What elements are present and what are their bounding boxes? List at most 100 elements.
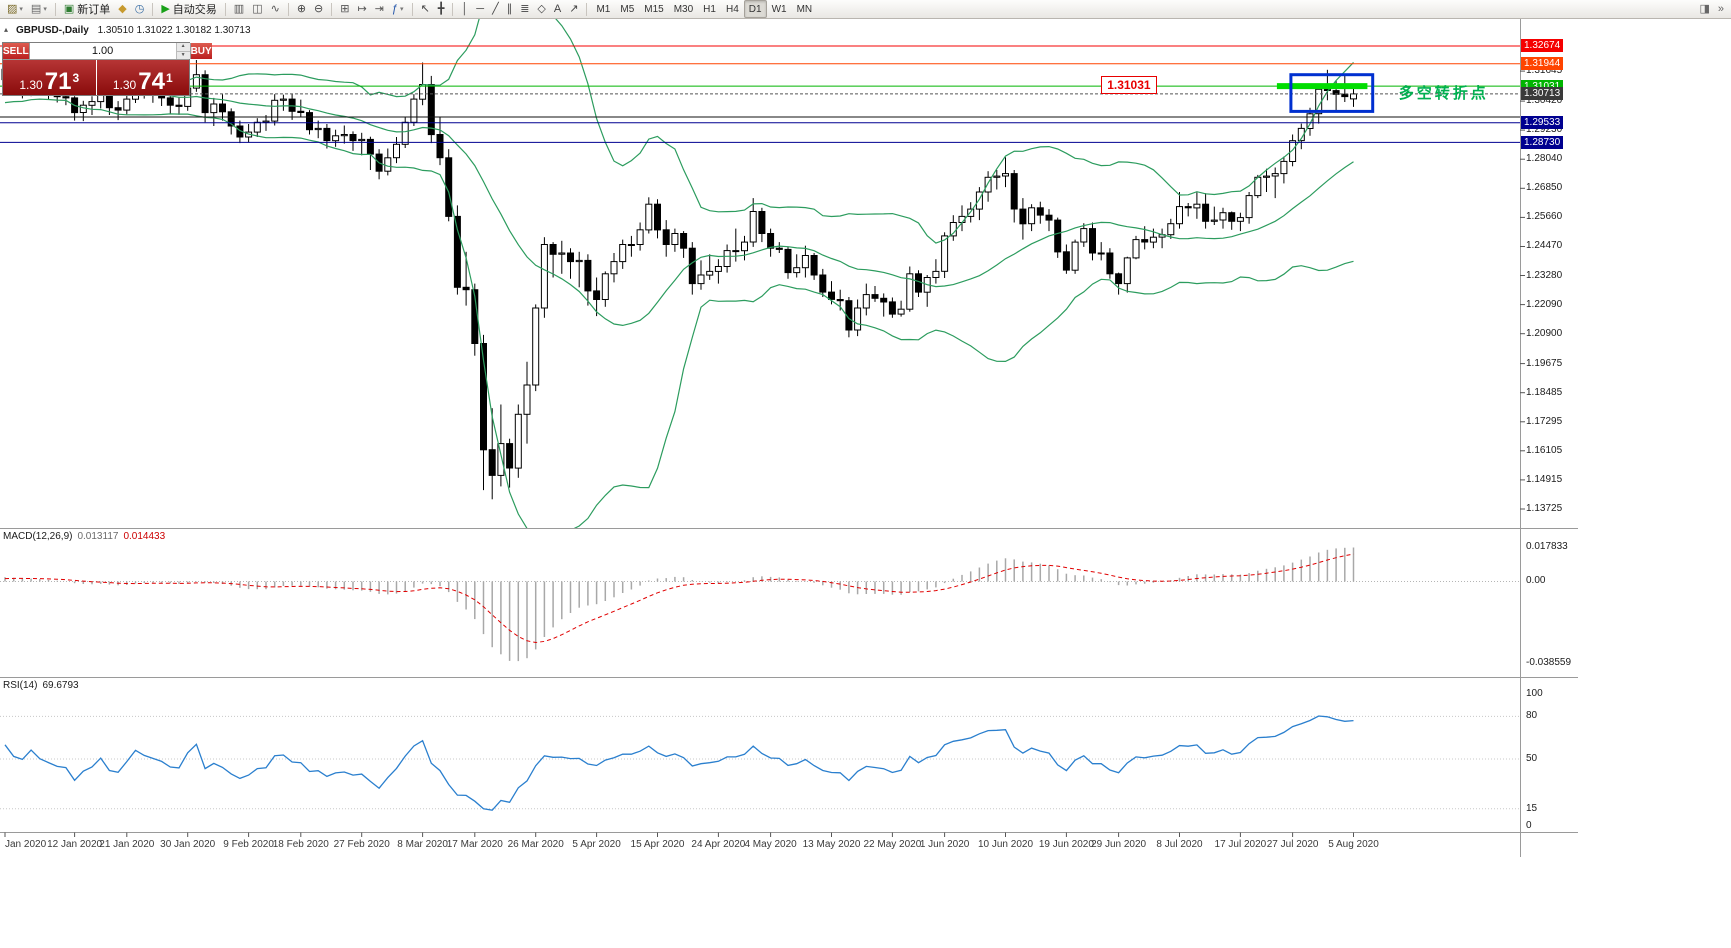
chart-shift-icon: ⇥	[374, 2, 384, 15]
new-order-button[interactable]: ▣ 新订单	[60, 0, 114, 18]
indicators-button[interactable]: ƒ ▾	[388, 0, 408, 18]
timeframe-m1-button[interactable]: M1	[596, 3, 611, 15]
text-tool-button[interactable]: A	[550, 0, 565, 18]
macd-label: MACD(12,26,9) 0.013117 0.014433	[3, 531, 165, 542]
price-axis-label: 1.24470	[1526, 240, 1563, 252]
timeframe-m5-button[interactable]: M5	[620, 3, 635, 15]
buy-price-pips: 74	[138, 68, 165, 95]
zoom-out-icon: ⊖	[314, 2, 324, 15]
price-axis-label: 1.20900	[1526, 327, 1563, 339]
text-tool-icon: A	[553, 2, 562, 15]
sell-price-pips: 71	[44, 68, 72, 95]
candlestick-series	[1, 60, 1357, 500]
candlestick-mode-button[interactable]: ◫	[248, 0, 266, 18]
timeframe-mn-button[interactable]: MN	[796, 3, 813, 15]
zoom-in-icon: ⊕	[296, 2, 307, 15]
rsi-axis-label: 80	[1526, 710, 1538, 722]
toolbar-overflow-button[interactable]: »	[1714, 0, 1728, 18]
timeframe-w1-button[interactable]: W1	[771, 3, 787, 15]
highlight-rectangle[interactable]	[1289, 73, 1375, 113]
auto-scroll-button[interactable]: ↦	[353, 0, 370, 18]
price-axis-line-label: 1.32674	[1521, 39, 1564, 53]
toolbar-separator	[331, 2, 333, 16]
arrows-tool-button[interactable]: ↗	[565, 0, 582, 18]
history-center-button[interactable]: ◷	[131, 0, 149, 18]
rsi-axis-label: 100	[1526, 688, 1543, 699]
timeframe-h4-button[interactable]: H4	[725, 3, 739, 15]
zoom-in-button[interactable]: ⊕	[293, 0, 310, 18]
volume-decrease-button[interactable]: ▼	[176, 51, 190, 59]
new-chart-dropdown-icon[interactable]: ▾	[19, 6, 23, 13]
horizontal-line-tool-button[interactable]: ─	[472, 0, 488, 18]
toolbar-separator	[287, 2, 289, 16]
volume-increase-button[interactable]: ▲	[176, 43, 190, 52]
channel-tool-button[interactable]: ∥	[503, 0, 517, 18]
price-axis-line-label: 1.28730	[1521, 135, 1564, 149]
toolbar-dock-button[interactable]: ◨	[1695, 0, 1713, 18]
trendline-tool-button[interactable]: ╱	[488, 0, 503, 18]
main-toolbar: ▨ ▾ ▤ ▾ ▣ 新订单 ◆ ◷ ▶ 自动交易 ▥ ◫ ∿ ⊕ ⊖ ⊞ ↦ ⇥ ƒ ▾ ↖ ╋ │ ─ ╱ ∥ ≣ ◇ A ↗ M1 M5 M…	[0, 0, 1731, 19]
timeframe-m15-button[interactable]: M15	[644, 3, 664, 15]
sell-button[interactable]: SELL	[3, 43, 29, 59]
autotrading-button[interactable]: ▶ 自动交易	[157, 0, 220, 18]
shapes-tool-button[interactable]: ◇	[533, 0, 549, 18]
bar-chart-mode-button[interactable]: ▥	[230, 0, 248, 18]
profiles-dropdown-icon[interactable]: ▾	[43, 6, 47, 13]
buy-price-button[interactable]: 1.30 74 1	[96, 60, 189, 95]
axis-ticks	[4, 70, 1525, 837]
date-axis-label: 18 Feb 2020	[272, 839, 329, 850]
fibonacci-tool-button[interactable]: ≣	[516, 0, 533, 18]
line-chart-mode-button[interactable]: ∿	[267, 0, 284, 18]
arrows-tool-icon: ↗	[569, 2, 579, 15]
sell-price-button[interactable]: 1.30 71 3	[3, 60, 96, 95]
zoom-out-button[interactable]: ⊖	[310, 0, 327, 18]
price-axis-line-label: 1.30713	[1521, 87, 1564, 101]
date-axis-label: 8 Mar 2020	[397, 839, 448, 850]
tile-windows-icon: ⊞	[340, 2, 350, 15]
chart-shift-button[interactable]: ⇥	[371, 0, 388, 18]
price-axis-label: 1.22090	[1526, 298, 1563, 310]
vertical-line-tool-icon: │	[461, 2, 469, 15]
autotrading-label: 自动交易	[172, 4, 217, 16]
timeframe-d1-button[interactable]: D1	[743, 0, 767, 18]
price-axis-label: 1.26850	[1526, 182, 1563, 194]
indicators-dropdown-icon[interactable]: ▾	[400, 6, 404, 13]
tile-windows-button[interactable]: ⊞	[336, 0, 353, 18]
toolbar-dock-icon: ◨	[1699, 2, 1710, 15]
price-axis-label: 1.13725	[1526, 502, 1563, 514]
bar-chart-mode-icon: ▥	[233, 2, 245, 15]
panel-separators[interactable]	[0, 19, 1578, 857]
buy-button[interactable]: BUY	[190, 43, 212, 59]
cursor-tool-button[interactable]: ↖	[417, 0, 434, 18]
rsi-axis-label: 15	[1526, 802, 1538, 814]
macd-indicator	[0, 547, 1520, 662]
autotrading-icon: ▶	[161, 2, 170, 15]
auto-scroll-icon: ↦	[357, 2, 367, 15]
panel-collapse-icon[interactable]: ▴	[4, 25, 9, 34]
vertical-line-tool-button[interactable]: │	[457, 0, 472, 18]
toolbar-separator	[54, 2, 56, 16]
profiles-button[interactable]: ▤ ▾	[27, 0, 51, 18]
timeframe-h1-button[interactable]: H1	[703, 3, 716, 15]
metaeditor-button[interactable]: ◆	[114, 0, 130, 18]
rsi-label: RSI(14) 69.6793	[3, 680, 79, 691]
crosshair-tool-button[interactable]: ╋	[434, 0, 449, 18]
new-order-label: 新订单	[77, 4, 111, 16]
horizontal-lines[interactable]	[0, 45, 1520, 143]
new-chart-button[interactable]: ▨ ▾	[3, 0, 27, 18]
date-axis-label: 9 Feb 2020	[223, 839, 274, 850]
price-axis-label: 1.31645	[1526, 65, 1563, 77]
price-axis-label: 1.14915	[1526, 473, 1563, 485]
volume-input[interactable]	[29, 43, 176, 59]
sell-price-fraction: 3	[72, 71, 80, 85]
metaeditor-icon: ◆	[118, 2, 127, 15]
rsi-axis-label: 0	[1526, 820, 1532, 831]
chart-ohlc-values: 1.30510 1.31022 1.30182 1.30713	[97, 25, 251, 36]
price-callout-label[interactable]: 1.31031	[1101, 76, 1157, 95]
timeframe-m30-button[interactable]: M30	[673, 3, 694, 15]
toolbar-overflow-icon: »	[1717, 2, 1724, 15]
annotation-text[interactable]: 多空转折点	[1398, 84, 1489, 102]
